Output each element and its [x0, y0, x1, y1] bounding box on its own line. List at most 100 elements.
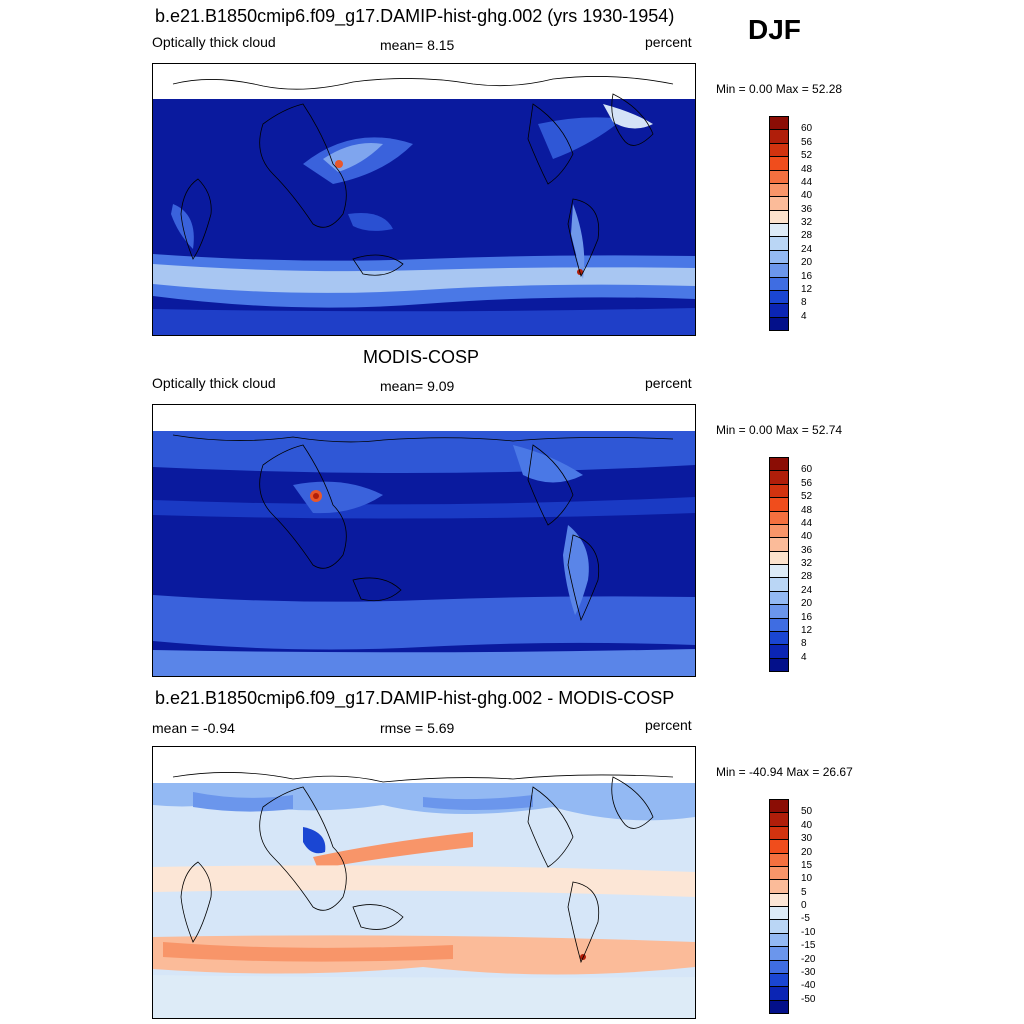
colorbar-label: 20 — [801, 257, 813, 269]
colorbar-label: 28 — [801, 230, 813, 242]
colorbar-swatch — [769, 497, 789, 511]
colorbar-label: -40 — [801, 980, 816, 992]
colorbar-swatch — [769, 865, 789, 880]
panel-2-mean: mean= 9.09 — [380, 378, 455, 394]
colorbar-swatch — [769, 470, 789, 485]
colorbar-label: 8 — [801, 638, 807, 650]
colorbar-swatch — [769, 852, 789, 867]
colorbar-label: 56 — [801, 136, 813, 148]
colorbar-swatch — [769, 116, 789, 130]
colorbar-label: 40 — [801, 190, 813, 202]
colorbar-swatch — [769, 510, 789, 525]
colorbar-swatch — [769, 972, 789, 987]
colorbar-label: 28 — [801, 571, 813, 583]
colorbar-swatch — [769, 550, 789, 565]
colorbar-swatch — [769, 182, 789, 197]
panel-3-minmax: Min = -40.94 Max = 26.67 — [716, 765, 853, 779]
colorbar-label: 24 — [801, 243, 813, 255]
colorbar-swatch — [769, 223, 789, 237]
colorbar-label: 48 — [801, 504, 813, 516]
colorbar-label: -20 — [801, 953, 816, 965]
colorbar-swatch — [769, 999, 789, 1014]
colorbar-label: 12 — [801, 283, 813, 295]
colorbar-swatch — [769, 906, 789, 920]
colorbar-label: 16 — [801, 270, 813, 282]
colorbar-label: 4 — [801, 310, 807, 322]
colorbar-swatch — [769, 316, 789, 331]
season-label: DJF — [748, 14, 801, 45]
colorbar-swatch — [769, 196, 789, 211]
panel-1-variable: Optically thick cloud — [152, 34, 276, 50]
colorbar-swatch — [769, 564, 789, 578]
colorbar-swatch — [769, 986, 789, 1001]
colorbar-swatch — [769, 209, 789, 224]
colorbar-label: 36 — [801, 544, 813, 556]
panel-2-title: MODIS-COSP — [363, 347, 480, 367]
colorbar-swatch — [769, 825, 789, 840]
colorbar-swatch — [769, 590, 789, 605]
colorbar-label: 10 — [801, 873, 813, 885]
colorbar-swatch — [769, 537, 789, 552]
panel-2-units: percent — [645, 375, 692, 391]
colorbar-label: -15 — [801, 940, 816, 952]
colorbar-label: 60 — [801, 464, 813, 476]
colorbar-swatch — [769, 129, 789, 144]
colorbar-label: 36 — [801, 203, 813, 215]
colorbar-label: 40 — [801, 819, 813, 831]
colorbar-label: 5 — [801, 886, 807, 898]
colorbar-label: 0 — [801, 900, 807, 911]
colorbar-label: 24 — [801, 584, 813, 596]
colorbar-label: 20 — [801, 598, 813, 610]
panel-2-map — [152, 404, 696, 677]
colorbar-swatch — [769, 604, 789, 618]
colorbar-label: -5 — [801, 913, 810, 925]
colorbar-label: 60 — [801, 123, 813, 135]
colorbar-swatch — [769, 932, 789, 947]
colorbar-swatch — [769, 630, 789, 645]
panel-3-rmse: rmse = 5.69 — [380, 720, 455, 736]
colorbar-label: -50 — [801, 993, 816, 1005]
colorbar-label: 15 — [801, 859, 813, 871]
colorbar-label: 52 — [801, 150, 813, 162]
colorbar-swatch — [769, 249, 789, 264]
colorbar-swatch — [769, 879, 789, 894]
colorbar-swatch — [769, 657, 789, 672]
panel-1-colorbar: 60 56 52 48 44 40 36 32 28 24 20 16 12 8 4 — [769, 116, 829, 331]
colorbar-label: 30 — [801, 833, 813, 845]
colorbar-swatch — [769, 263, 789, 277]
colorbar-label: 44 — [801, 517, 813, 529]
colorbar-swatch — [769, 457, 789, 471]
colorbar-swatch — [769, 156, 789, 170]
panel-3-colorbar: 50 40 30 20 15 10 5 0 -5 -10 -15 -20 -30 -40 -50 — [769, 799, 829, 1014]
colorbar-swatch — [769, 169, 789, 184]
colorbar-label: 40 — [801, 531, 813, 543]
colorbar-swatch — [769, 236, 789, 251]
colorbar-swatch — [769, 919, 789, 934]
colorbar-label: -30 — [801, 966, 816, 978]
panel-2-minmax: Min = 0.00 Max = 52.74 — [716, 423, 843, 437]
colorbar-swatch — [769, 812, 789, 827]
colorbar-label: 52 — [801, 491, 813, 503]
colorbar-label: 56 — [801, 477, 813, 489]
colorbar-swatch — [769, 839, 789, 853]
colorbar-swatch — [769, 577, 789, 592]
colorbar-label: 8 — [801, 297, 807, 309]
panel-1-title: b.e21.B1850cmip6.f09_g17.DAMIP-hist-ghg.… — [155, 6, 675, 26]
colorbar-label: 32 — [801, 217, 813, 228]
colorbar-label: 32 — [801, 558, 813, 569]
panel-2-colorbar: 60 56 52 48 44 40 36 32 28 24 20 16 12 8 4 — [769, 457, 829, 672]
colorbar-label: 12 — [801, 624, 813, 636]
colorbar-swatch — [769, 946, 789, 960]
colorbar-swatch — [769, 289, 789, 304]
panel-3-title: b.e21.B1850cmip6.f09_g17.DAMIP-hist-ghg.… — [155, 688, 675, 708]
colorbar-label: 20 — [801, 846, 813, 858]
colorbar-swatch — [769, 644, 789, 659]
colorbar-swatch — [769, 959, 789, 974]
colorbar-label: 50 — [801, 806, 813, 818]
colorbar-swatch — [769, 276, 789, 291]
colorbar-label: 48 — [801, 163, 813, 175]
panel-1-minmax: Min = 0.00 Max = 52.28 — [716, 82, 843, 96]
panel-2-variable: Optically thick cloud — [152, 375, 276, 391]
colorbar-swatch — [769, 617, 789, 632]
colorbar-swatch — [769, 799, 789, 813]
